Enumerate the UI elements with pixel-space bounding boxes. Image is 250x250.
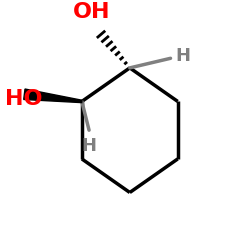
Text: OH: OH — [73, 2, 110, 22]
Text: HO: HO — [5, 89, 43, 109]
Text: H: H — [82, 138, 96, 156]
Text: H: H — [175, 47, 190, 65]
Polygon shape — [24, 89, 82, 102]
